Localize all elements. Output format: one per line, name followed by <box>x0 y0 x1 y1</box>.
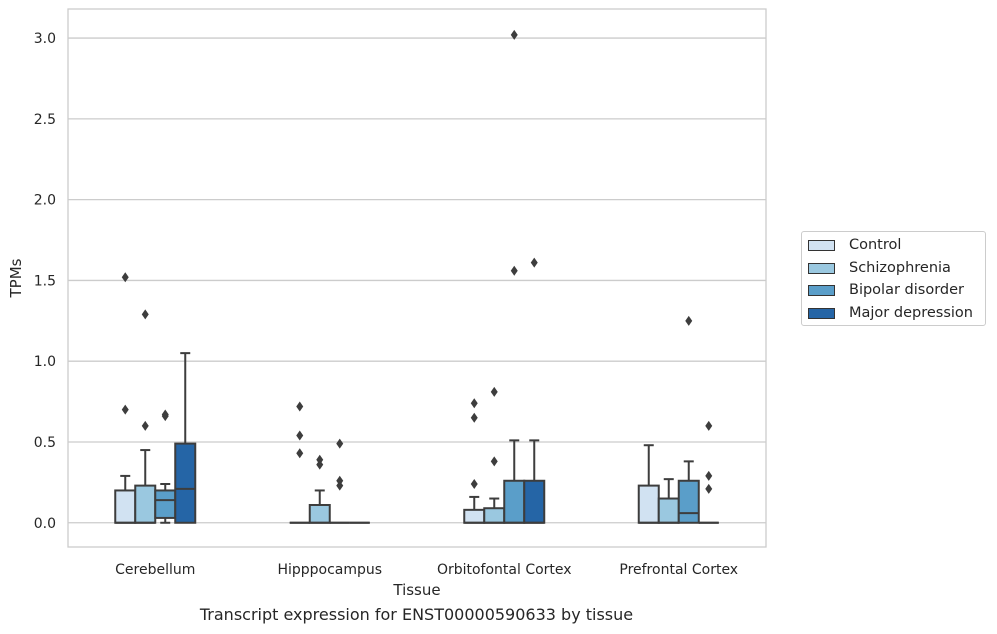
box-0-3 <box>174 352 197 524</box>
outlier-point <box>470 478 478 489</box>
legend: Control Schizophrenia Bipolar disorder M… <box>801 231 986 326</box>
outlier-point <box>161 409 169 420</box>
outlier-point <box>685 315 693 326</box>
box-body <box>677 479 700 524</box>
legend-item-control: Control <box>808 236 901 254</box>
box-2-0 <box>463 398 486 524</box>
outlier-point <box>470 412 478 423</box>
outlier-point <box>705 470 713 481</box>
box-body <box>483 507 506 524</box>
legend-item-schizophrenia: Schizophrenia <box>808 259 951 277</box>
y-axis-label: TPMs <box>7 258 25 298</box>
legend-swatch <box>808 239 835 251</box>
box-0-1 <box>134 309 157 524</box>
outlier-point <box>510 265 518 276</box>
box-body <box>114 489 137 524</box>
x-tick-labels: Cerebellum Hipppocampus Orbitofontal Corte… <box>115 562 738 578</box>
y-tick-label: 2.5 <box>34 112 56 128</box>
y-tick-label: 2.0 <box>34 193 56 209</box>
outlier-point <box>141 309 149 320</box>
box-0-0 <box>114 272 137 524</box>
plot-frame <box>67 8 767 548</box>
outlier-point <box>530 257 538 268</box>
outlier-point <box>470 398 478 409</box>
y-tick-label: 1.0 <box>34 354 56 370</box>
box-3-0 <box>637 444 660 524</box>
y-tick-label: 1.5 <box>34 273 56 289</box>
y-tick-label: 3.0 <box>34 31 56 47</box>
box-3-1 <box>657 478 680 524</box>
box-body <box>657 497 680 524</box>
x-axis-label: Tissue <box>392 581 440 599</box>
legend-label: Major depression <box>849 305 973 321</box>
box-body <box>174 442 197 524</box>
box-body <box>523 479 546 524</box>
box-3-2 <box>677 315 700 524</box>
box-1-0 <box>289 401 310 524</box>
box-plot-area <box>114 29 719 524</box>
box-body <box>503 479 526 524</box>
outlier-point <box>490 386 498 397</box>
outlier-point <box>705 420 713 431</box>
outlier-point <box>510 29 518 40</box>
outlier-point <box>316 454 324 465</box>
outlier-point <box>296 430 304 441</box>
legend-item-major-depression: Major depression <box>808 304 973 322</box>
legend-item-bipolar-disorder: Bipolar disorder <box>808 281 964 299</box>
box-body <box>154 489 177 519</box>
outlier-point <box>121 272 129 283</box>
outlier-point <box>705 483 713 494</box>
x-tick-label: Orbitofontal Cortex <box>437 562 572 578</box>
box-2-1 <box>483 386 506 524</box>
box-body <box>134 484 157 524</box>
box-2-3 <box>523 257 546 524</box>
outlier-point <box>336 475 344 486</box>
gridlines <box>68 37 766 524</box>
box-1-2 <box>329 438 350 524</box>
legend-label: Control <box>849 237 902 253</box>
box-3-3 <box>698 420 719 524</box>
legend-swatch <box>808 284 835 296</box>
y-tick-label: 0.0 <box>34 516 56 532</box>
outlier-point <box>336 438 344 449</box>
box-1-1 <box>308 454 331 524</box>
x-tick-label: Prefrontal Cortex <box>619 562 738 578</box>
chart-title: Transcript expression for ENST0000059063… <box>199 605 634 624</box>
box-body <box>308 503 331 524</box>
x-tick-label: Hipppocampus <box>277 562 382 578</box>
box-body <box>637 484 660 524</box>
y-tick-label: 0.5 <box>34 435 56 451</box>
y-tick-labels: 0.0 0.5 1.0 1.5 2.0 2.5 3.0 <box>34 31 56 532</box>
outlier-point <box>141 420 149 431</box>
legend-label: Bipolar disorder <box>849 282 964 298</box>
outlier-point <box>296 401 304 412</box>
x-tick-label: Cerebellum <box>115 562 195 578</box>
outlier-point <box>296 448 304 459</box>
box-0-2 <box>154 409 177 524</box>
legend-label: Schizophrenia <box>849 260 951 276</box>
legend-swatch <box>808 307 835 319</box>
box-body <box>463 508 486 524</box>
outlier-point <box>121 404 129 415</box>
outlier-point <box>490 456 498 467</box>
box-2-2 <box>503 29 526 524</box>
legend-swatch <box>808 262 835 274</box>
